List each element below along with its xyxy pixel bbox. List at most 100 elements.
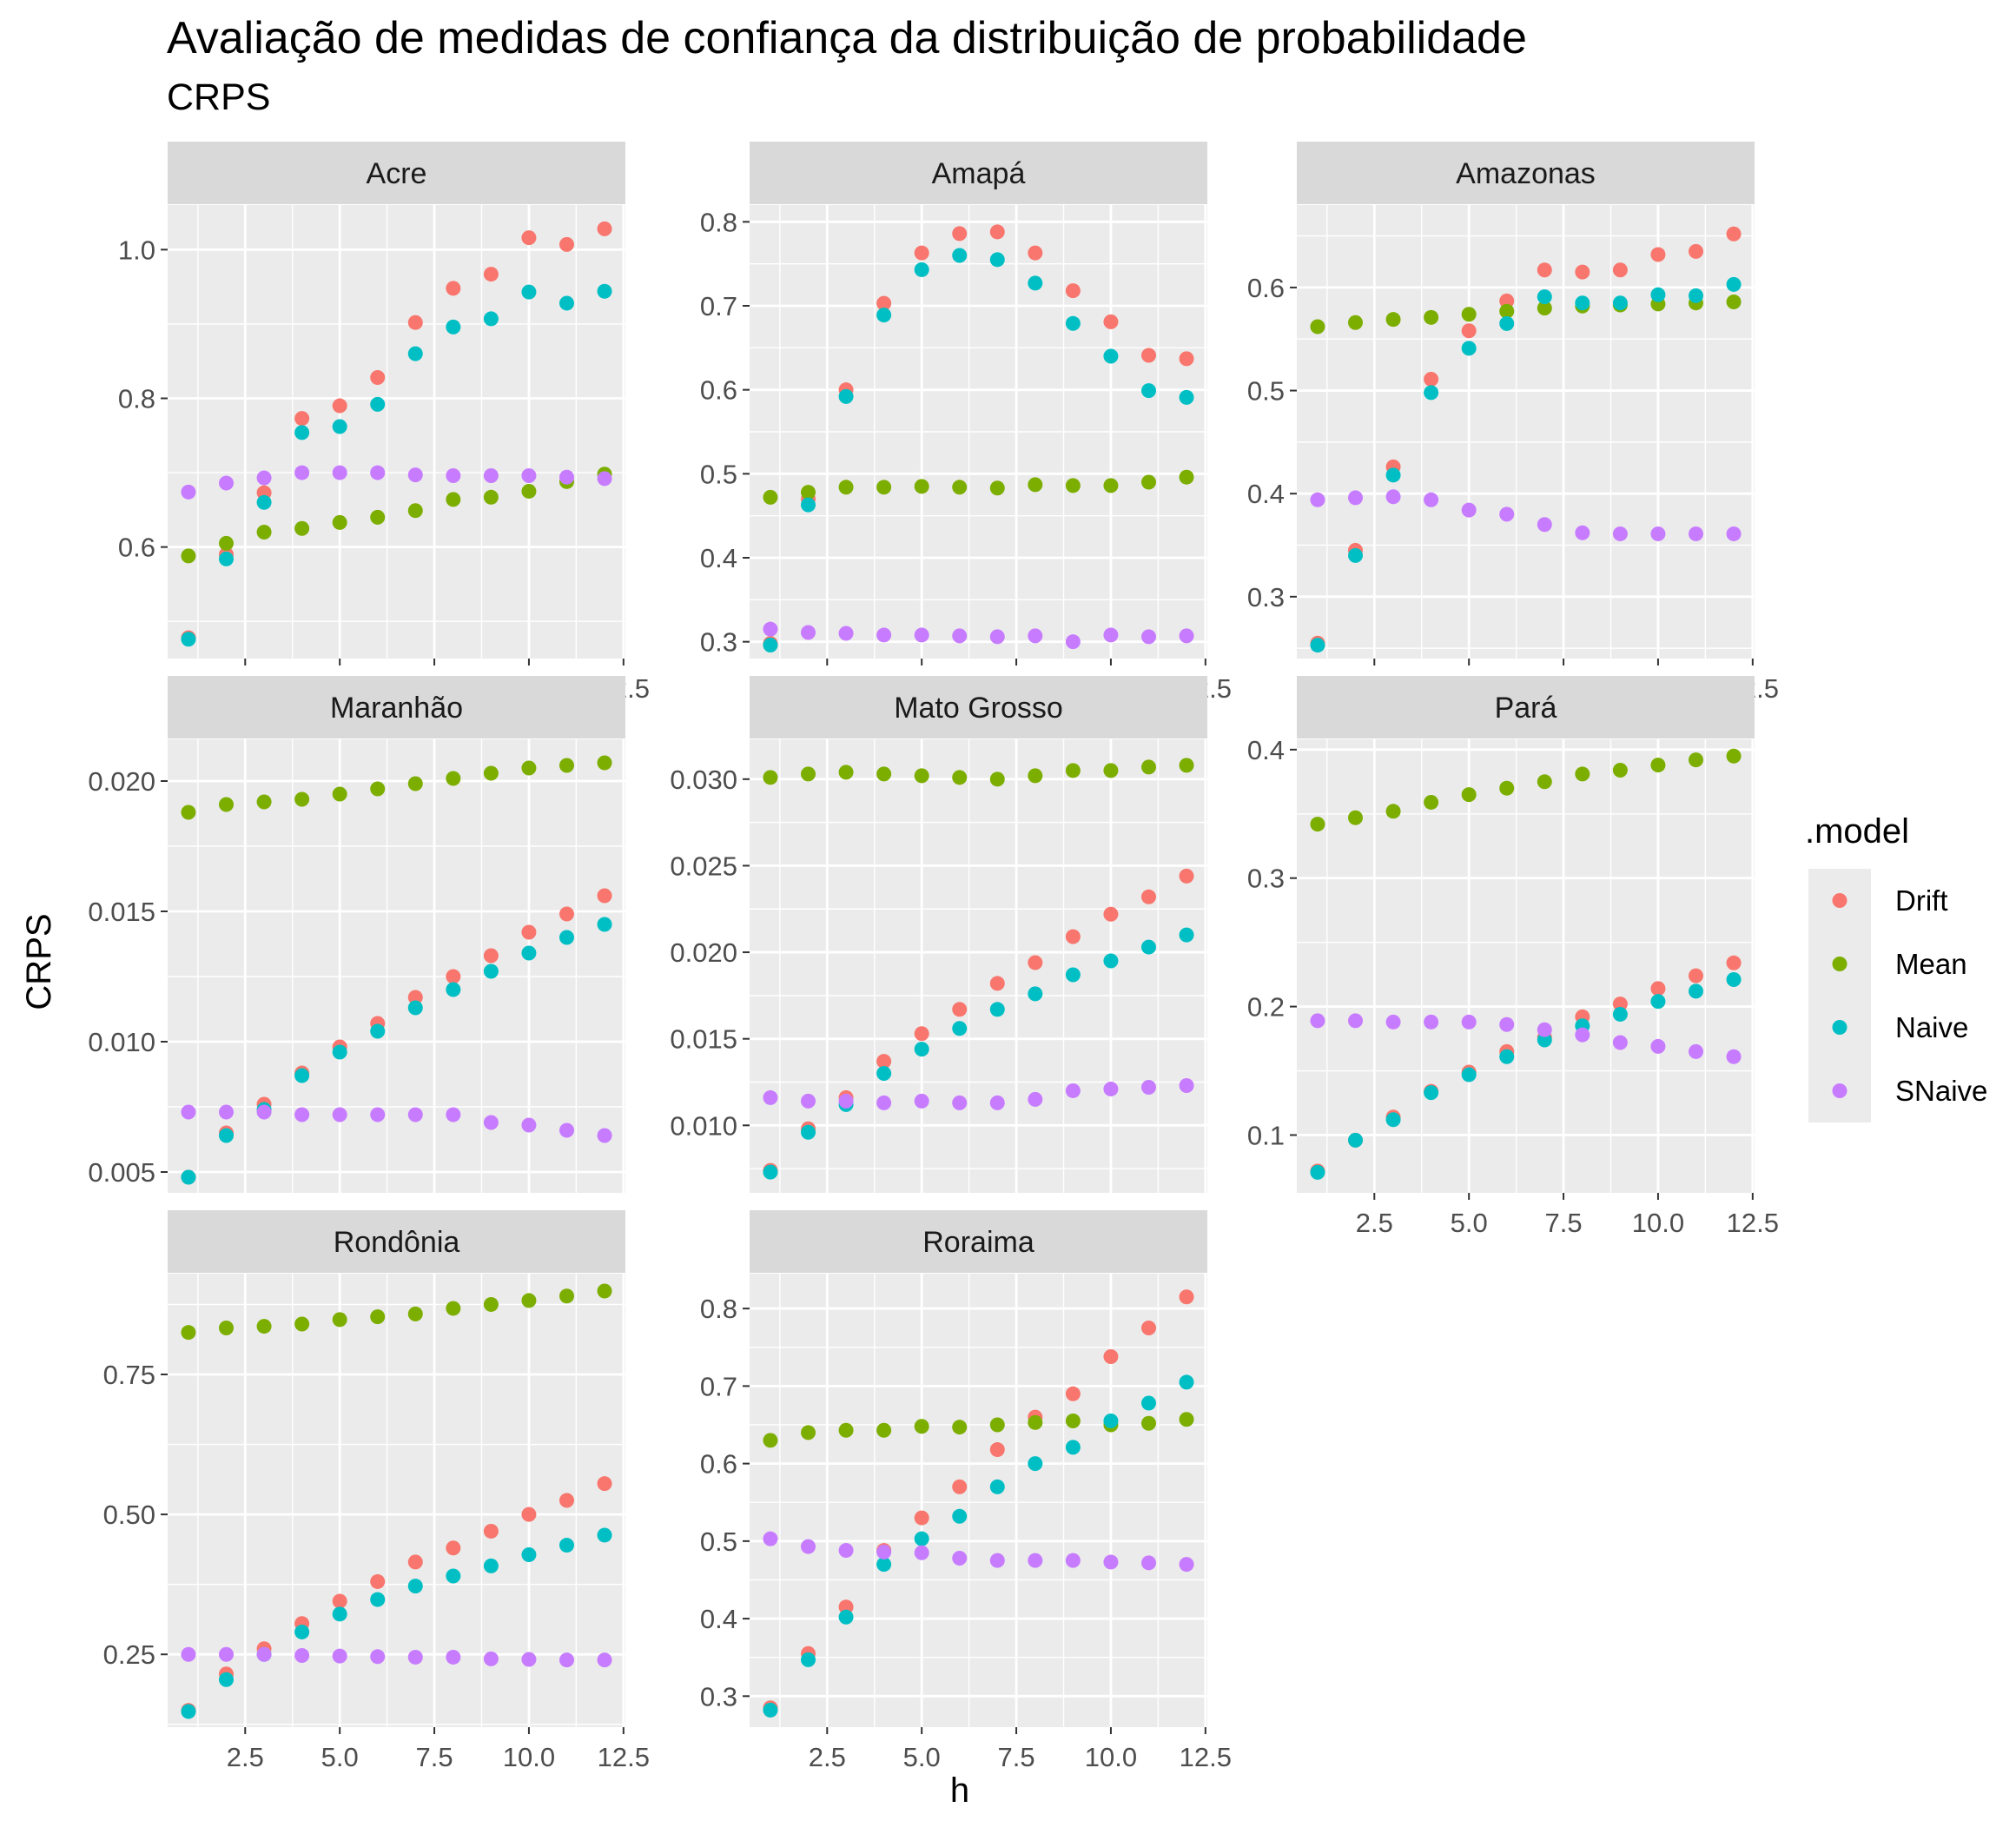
point-naive	[876, 1557, 892, 1573]
point-mean	[1688, 752, 1703, 768]
point-mean	[597, 1283, 612, 1299]
point-snaive	[952, 628, 968, 644]
y-tick-label: 0.6	[700, 1449, 737, 1480]
point-snaive	[370, 1107, 386, 1122]
point-naive	[294, 425, 310, 440]
y-tick-label: 1.0	[118, 235, 155, 265]
facet-strip-acre	[168, 142, 625, 204]
point-naive	[483, 311, 499, 327]
panel-background-rondonia	[168, 1274, 625, 1727]
point-mean	[407, 776, 423, 791]
point-naive	[1461, 1067, 1477, 1083]
point-naive	[1140, 383, 1156, 399]
point-drift	[1612, 997, 1628, 1012]
point-snaive	[1028, 1553, 1043, 1568]
point-drift	[1688, 968, 1703, 983]
point-naive	[294, 1624, 310, 1639]
point-snaive	[914, 627, 929, 643]
point-naive	[597, 1527, 612, 1543]
point-drift	[332, 1593, 347, 1609]
point-drift	[559, 906, 574, 922]
point-mean	[446, 771, 461, 786]
point-naive	[989, 1479, 1005, 1494]
point-drift	[483, 267, 499, 282]
point-snaive	[952, 1095, 968, 1110]
point-naive	[876, 308, 892, 323]
point-drift	[914, 1026, 929, 1042]
point-mean	[1575, 766, 1590, 782]
facet-label-acre: Acre	[367, 157, 427, 190]
point-snaive	[181, 484, 196, 500]
point-naive	[1179, 1374, 1194, 1390]
point-drift	[370, 1573, 386, 1589]
point-naive	[1537, 1032, 1552, 1048]
point-mean	[989, 480, 1005, 496]
point-drift	[952, 1002, 968, 1017]
point-naive	[1612, 295, 1628, 311]
point-naive	[219, 551, 235, 566]
point-naive	[914, 1042, 929, 1057]
point-drift	[1612, 262, 1628, 278]
facet-strip-maranhao	[168, 676, 625, 738]
point-mean	[1650, 758, 1666, 773]
point-snaive	[559, 1122, 574, 1138]
point-mean	[332, 514, 347, 530]
y-tick-label: 0.8	[700, 1294, 737, 1324]
point-snaive	[876, 1544, 892, 1559]
point-naive	[1065, 967, 1081, 983]
point-snaive	[952, 1550, 968, 1566]
point-naive	[914, 262, 929, 277]
point-naive	[1499, 315, 1515, 331]
point-drift	[1650, 247, 1666, 262]
point-snaive	[181, 1646, 196, 1662]
point-naive	[1537, 289, 1552, 305]
point-snaive	[407, 1649, 423, 1665]
point-snaive	[1140, 1079, 1156, 1095]
point-drift	[1179, 351, 1194, 367]
point-naive	[407, 346, 423, 361]
point-drift	[952, 1479, 968, 1494]
point-mean	[952, 770, 968, 785]
point-mean	[876, 480, 892, 495]
point-snaive	[559, 1652, 574, 1668]
point-mean	[219, 535, 235, 551]
point-naive	[1424, 1085, 1439, 1101]
point-snaive	[838, 1093, 854, 1109]
x-axis-title: h	[950, 1771, 969, 1810]
point-naive	[838, 388, 854, 404]
point-naive	[181, 632, 196, 647]
legend-title: .model	[1805, 812, 1909, 851]
point-snaive	[1065, 634, 1081, 650]
y-tick-label: 0.015	[670, 1024, 737, 1055]
series-mean-para	[1310, 748, 1742, 832]
legend-point-snaive	[1832, 1083, 1847, 1098]
point-mean	[483, 1296, 499, 1312]
point-drift	[446, 1540, 461, 1556]
point-mean	[256, 794, 272, 810]
point-snaive	[1575, 525, 1590, 540]
point-mean	[370, 781, 386, 797]
point-mean	[763, 489, 778, 505]
point-snaive	[219, 1104, 235, 1120]
point-mean	[370, 1309, 386, 1325]
point-naive	[1726, 276, 1742, 292]
point-naive	[876, 1066, 892, 1082]
panel-rondonia: Rondônia 0.25 0.50 0.75 2.5 5.0 7.5 10.0 12.5	[103, 1210, 650, 1772]
panel-para: Pará 0.1 0.2 0.3 0.4 2.5 5.0 7.5 10.0 12.5	[1247, 676, 1779, 1238]
point-naive	[256, 494, 272, 510]
point-mean	[1103, 763, 1119, 778]
point-drift	[1537, 262, 1552, 278]
point-drift	[521, 924, 537, 940]
point-snaive	[370, 1649, 386, 1665]
point-snaive	[1179, 1557, 1194, 1573]
point-mean	[332, 1312, 347, 1328]
point-snaive	[521, 467, 537, 483]
series-mean-mato-grosso	[763, 758, 1194, 787]
point-drift	[294, 411, 310, 427]
point-mean	[876, 1422, 892, 1438]
legend-point-naive	[1832, 1020, 1847, 1035]
point-naive	[446, 982, 461, 997]
point-mean	[989, 1417, 1005, 1433]
point-snaive	[1650, 526, 1666, 541]
